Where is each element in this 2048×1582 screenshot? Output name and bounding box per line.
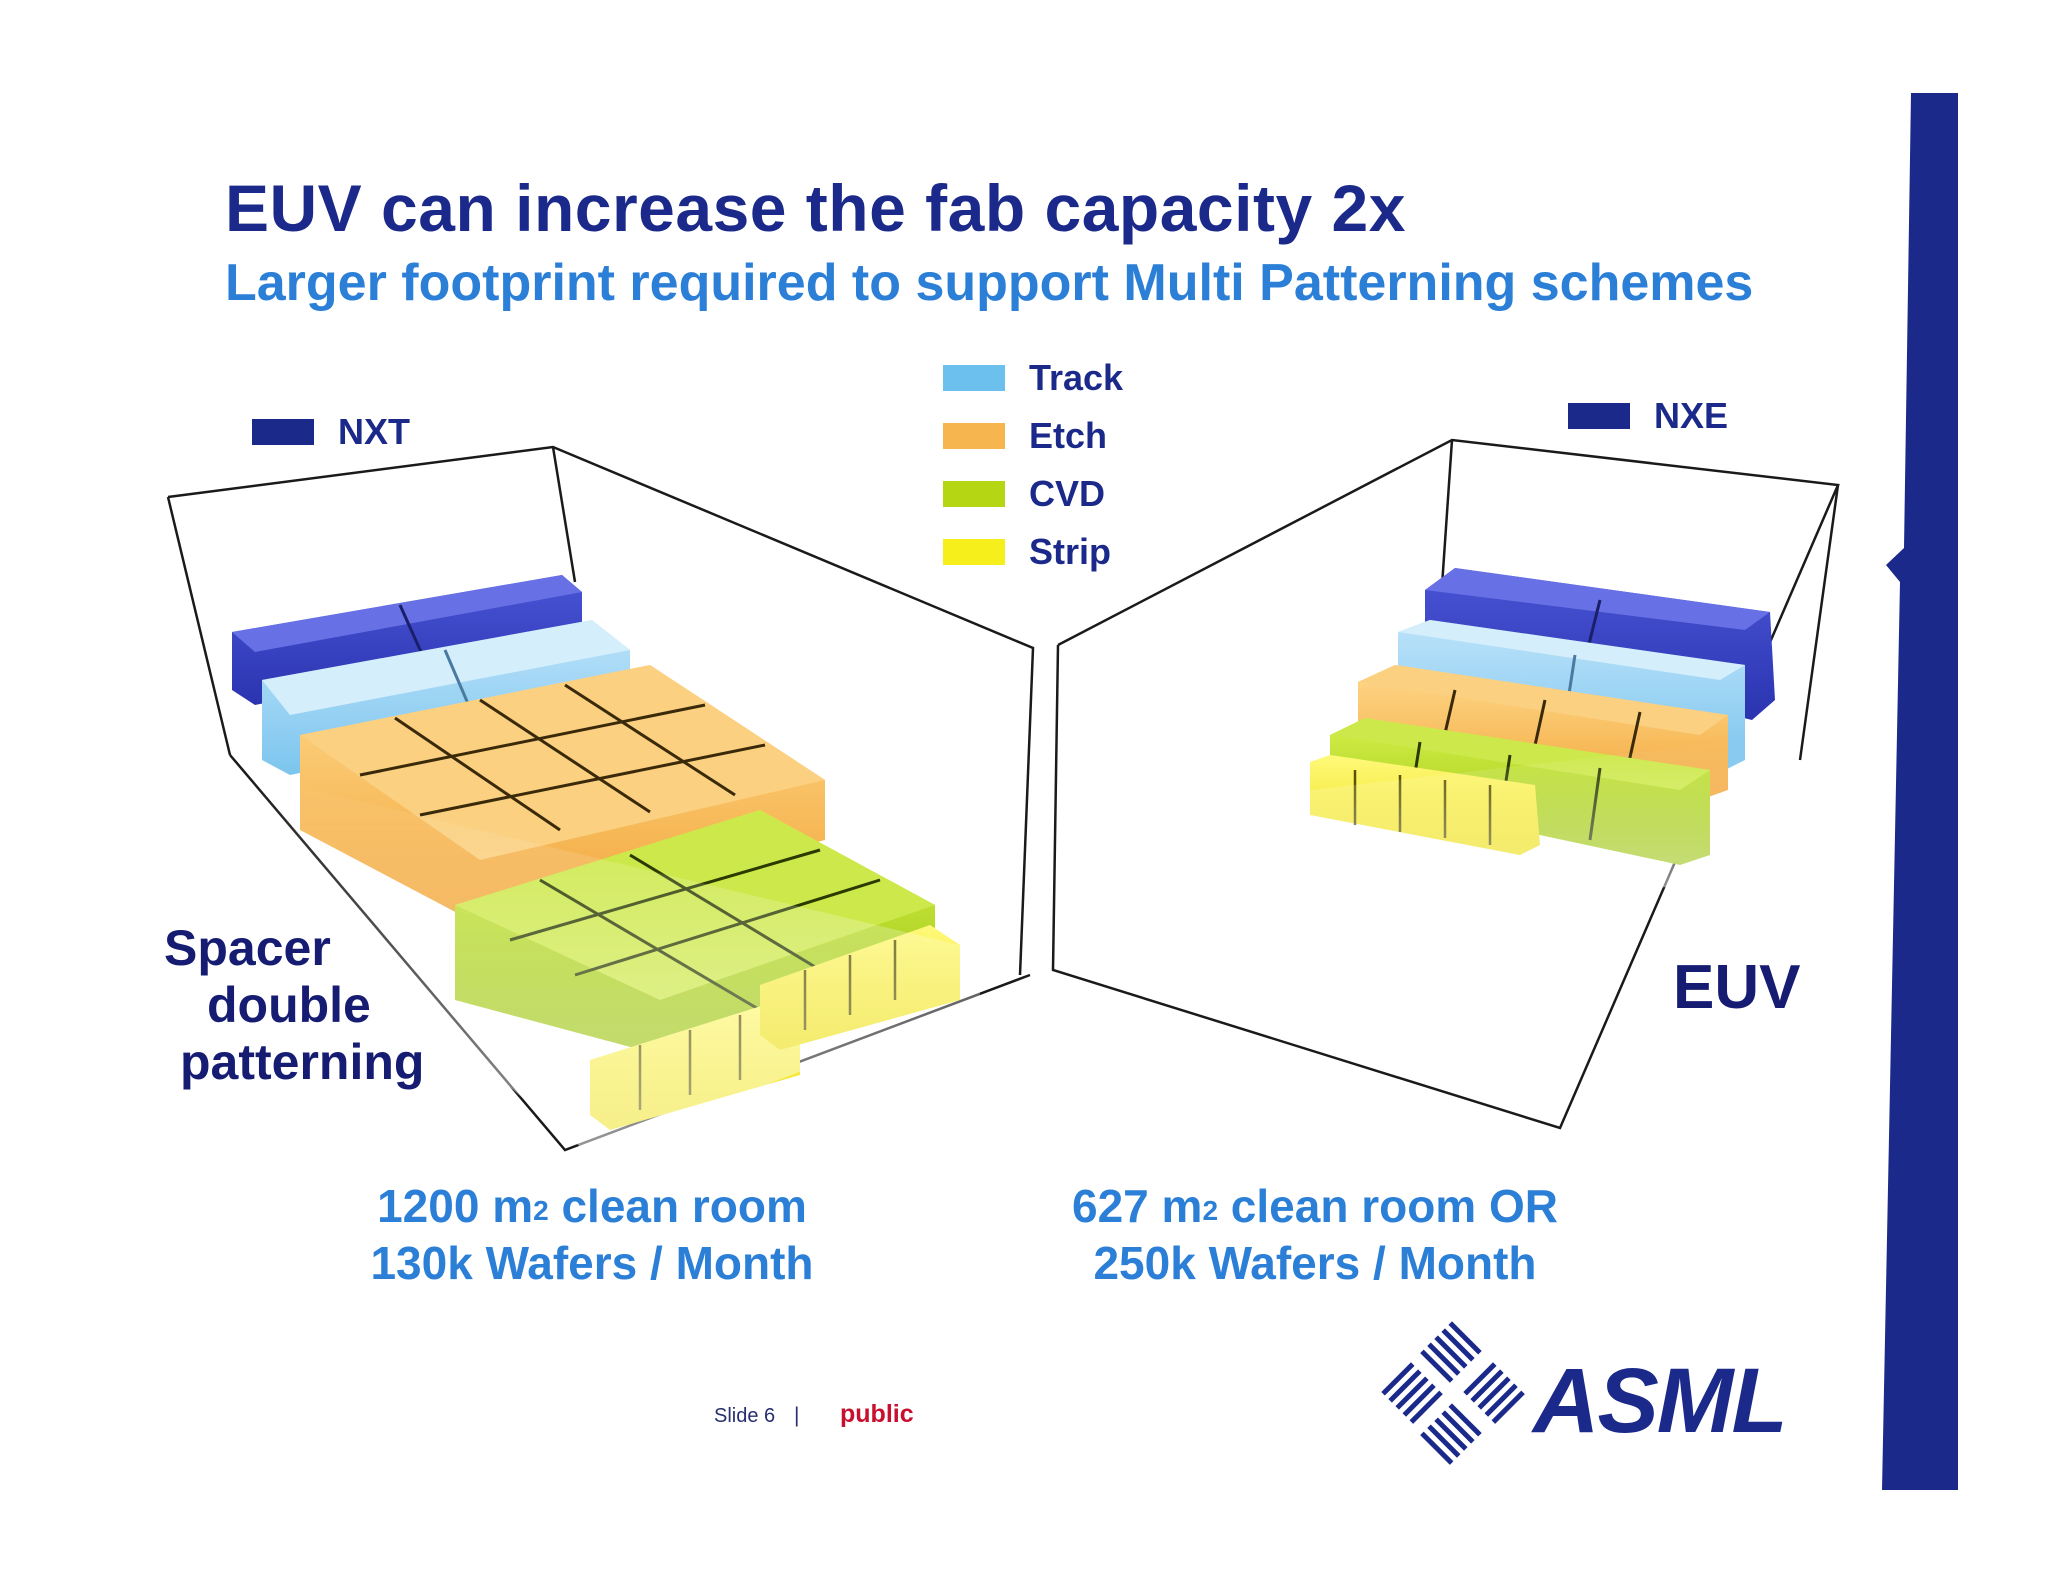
legend-label-etch: Etch xyxy=(1029,415,1108,456)
legend-etch: Etch xyxy=(943,415,1108,456)
legend-swatch-strip xyxy=(943,539,1005,565)
legend-track: Track xyxy=(943,357,1124,398)
left-caption-area-unit-exp: 2 xyxy=(533,1195,549,1226)
left-caption-area: 1200 m xyxy=(377,1180,534,1232)
footer-separator: | xyxy=(794,1404,800,1427)
left-caption: 1200 m2 clean room 130k Wafers / Month xyxy=(352,1178,832,1292)
legend-label-nxe: NXE xyxy=(1654,395,1729,436)
legend-swatch-etch xyxy=(943,423,1005,449)
left-label-line-2: double xyxy=(207,977,371,1033)
right-caption-area-unit-exp: 2 xyxy=(1202,1195,1219,1226)
footer-slide-number: Slide 6 xyxy=(714,1405,776,1427)
asml-wordmark: ASML xyxy=(1533,1350,1788,1452)
asml-logo-mark xyxy=(1381,1321,1525,1465)
edge-bar xyxy=(1882,93,1958,1490)
right-panel-label: EUV xyxy=(1673,953,1801,1022)
right-caption-area: 627 m xyxy=(1072,1180,1203,1232)
legend-nxe: NXE xyxy=(1568,395,1729,436)
legend-label-track: Track xyxy=(1029,357,1124,398)
legend-nxt: NXT xyxy=(252,411,410,452)
left-label-line-3: patterning xyxy=(180,1034,425,1090)
left-label-line-1: Spacer xyxy=(164,920,331,976)
left-caption-line-1: 1200 m2 clean room xyxy=(352,1178,832,1235)
left-caption-line-2: 130k Wafers / Month xyxy=(370,1237,814,1289)
right-caption: 627 m2 clean room OR 250k Wafers / Month xyxy=(1055,1178,1575,1292)
legend-swatch-track xyxy=(943,365,1005,391)
legend-swatch-nxe xyxy=(1568,403,1630,429)
left-equipment-bars xyxy=(230,575,980,1155)
left-caption-area-rest: clean room xyxy=(548,1180,807,1232)
slide-title: EUV can increase the fab capacity 2x xyxy=(225,171,1406,245)
legend-label-cvd: CVD xyxy=(1029,473,1106,514)
legend-swatch-cvd xyxy=(943,481,1005,507)
left-panel-label: Spacer double patterning xyxy=(164,920,424,1091)
right-caption-area-rest: clean room OR xyxy=(1218,1180,1558,1232)
right-caption-line-2: 250k Wafers / Month xyxy=(1093,1237,1537,1289)
footer-classification: public xyxy=(840,1400,914,1428)
legend-strip: Strip xyxy=(943,531,1112,572)
legend-swatch-nxt xyxy=(252,419,314,445)
legend-label-strip: Strip xyxy=(1029,531,1112,572)
legend-cvd: CVD xyxy=(943,473,1106,514)
slide-subtitle: Larger footprint required to support Mul… xyxy=(225,254,1754,312)
right-equipment-bars xyxy=(1310,568,1775,900)
legend-label-nxt: NXT xyxy=(338,411,410,452)
right-caption-line-1: 627 m2 clean room OR xyxy=(1055,1178,1575,1235)
